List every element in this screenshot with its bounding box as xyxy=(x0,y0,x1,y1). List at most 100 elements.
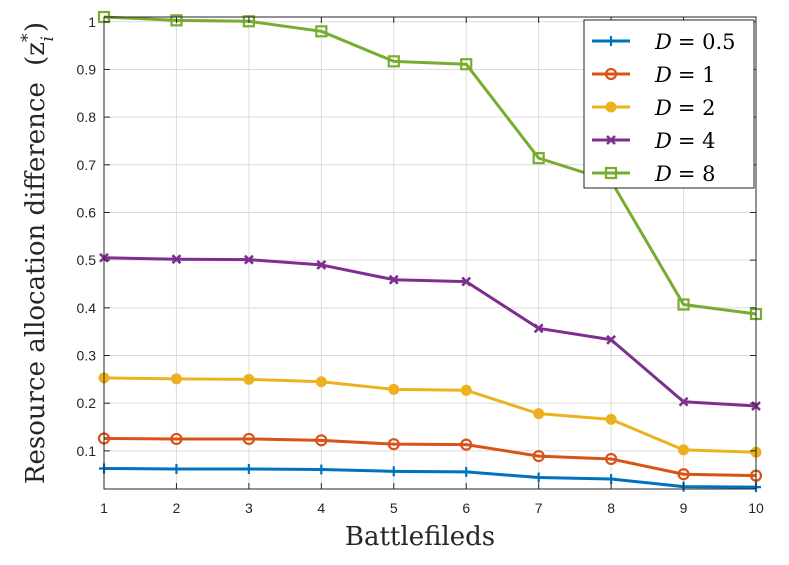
legend-marker xyxy=(606,135,616,145)
y-axis-ticks: 0.1 0.2 0.3 0.4 0.5 0.6 0.7 0.8 0.9 1 xyxy=(77,14,756,459)
data-point xyxy=(460,438,473,451)
plot-area-frame xyxy=(103,16,757,490)
data-point xyxy=(170,373,182,385)
data-point xyxy=(388,274,399,285)
data-point xyxy=(606,334,617,345)
y-axis-title: Resource allocation difference (z*i) xyxy=(18,22,58,484)
legend-label-variable: D xyxy=(654,96,672,120)
series-line xyxy=(103,376,757,454)
legend-label-variable: D xyxy=(654,129,672,153)
data-point xyxy=(533,472,544,483)
legend-label: D = 4 xyxy=(654,129,715,153)
data-point xyxy=(388,383,400,395)
legend-marker xyxy=(606,36,616,46)
data-point xyxy=(242,15,255,28)
data-point xyxy=(243,254,254,265)
data-point xyxy=(605,413,617,425)
data-point xyxy=(461,276,472,287)
legend-label-value: = 0.5 xyxy=(678,30,736,54)
data-point xyxy=(605,452,618,466)
x-tick-label: 2 xyxy=(173,500,181,516)
data-point xyxy=(678,396,689,407)
legend-label-value: = 8 xyxy=(678,162,716,186)
x-tick-label: 9 xyxy=(680,500,688,516)
data-point xyxy=(171,254,182,265)
series-2 xyxy=(97,432,763,482)
data-point xyxy=(532,450,545,463)
legend: D = 0.5D = 1D = 2D = 4D = 8 xyxy=(583,19,755,189)
grid xyxy=(103,17,757,489)
series-line xyxy=(103,256,757,408)
data-point xyxy=(243,463,254,474)
legend-marker xyxy=(605,101,617,113)
legend-entry: D = 1 xyxy=(592,63,715,87)
legend-label: D = 0.5 xyxy=(654,30,736,54)
data-point xyxy=(316,259,327,270)
y-tick-label: 0.7 xyxy=(77,157,97,173)
x-tick-label: 10 xyxy=(748,500,764,516)
x-tick-label: 6 xyxy=(462,500,470,516)
data-point xyxy=(533,408,545,420)
legend-entry: D = 4 xyxy=(592,129,715,153)
legend-label-variable: D xyxy=(654,30,672,54)
x-tick-label: 1 xyxy=(100,500,108,516)
y-axis-title-group: Resource allocation difference (z*i) xyxy=(18,22,58,484)
y-tick-label: 0.5 xyxy=(77,252,97,268)
x-tick-label: 8 xyxy=(607,500,615,516)
data-point xyxy=(171,463,182,474)
series-line xyxy=(103,466,757,489)
data-point xyxy=(316,464,327,475)
data-point xyxy=(243,373,255,385)
y-tick-label: 0.1 xyxy=(77,443,97,459)
legend-entry: D = 0.5 xyxy=(592,30,736,54)
y-axis-title-text: Resource allocation difference xyxy=(21,82,51,484)
legend-marker xyxy=(604,166,618,180)
y-axis-title-subscript: i xyxy=(38,36,58,41)
series-line xyxy=(103,436,757,478)
legend-label: D = 8 xyxy=(654,162,715,186)
series-1 xyxy=(99,463,761,493)
legend-label-variable: D xyxy=(654,63,672,87)
data-point xyxy=(606,473,617,484)
x-tick-label: 7 xyxy=(535,500,543,516)
y-tick-label: 0.8 xyxy=(77,109,97,125)
data-point xyxy=(387,438,400,451)
legend-entry: D = 8 xyxy=(592,162,715,186)
legend-label: D = 1 xyxy=(654,63,715,87)
legend-entry: D = 2 xyxy=(592,96,715,120)
x-tick-label: 3 xyxy=(245,500,253,516)
data-point xyxy=(315,376,327,388)
y-tick-label: 1 xyxy=(88,14,96,30)
data-point xyxy=(315,434,328,447)
y-tick-label: 0.6 xyxy=(77,204,97,220)
data-point xyxy=(677,468,690,481)
data-point xyxy=(533,323,544,334)
legend-items: D = 0.5D = 1D = 2D = 4D = 8 xyxy=(592,30,736,186)
data-point xyxy=(387,55,400,68)
y-tick-label: 0.9 xyxy=(77,61,97,77)
legend-label-value: = 4 xyxy=(678,129,716,153)
data-point xyxy=(460,58,473,71)
y-axis-title-superscript: * xyxy=(18,33,38,42)
y-tick-label: 0.3 xyxy=(77,348,97,364)
y-tick-label: 0.4 xyxy=(77,300,97,316)
legend-label-value: = 2 xyxy=(678,96,716,120)
y-tick-label: 0.2 xyxy=(77,395,97,411)
legend-label-variable: D xyxy=(654,162,672,186)
data-point xyxy=(170,14,183,27)
x-axis-title: Battlefileds xyxy=(345,522,495,552)
legend-label-value: = 1 xyxy=(678,63,716,87)
data-point xyxy=(388,466,399,477)
data-point xyxy=(460,384,472,396)
data-point xyxy=(242,432,255,446)
legend-marker xyxy=(604,67,618,81)
data-point xyxy=(677,298,690,311)
x-tick-label: 5 xyxy=(390,500,398,516)
series-line xyxy=(103,15,757,316)
legend-label: D = 2 xyxy=(654,96,715,120)
y-axis-title-symbol-close: ) xyxy=(21,22,51,32)
series-4 xyxy=(99,252,761,411)
y-axis-title-symbol-open: (z xyxy=(21,42,51,66)
data-point xyxy=(461,466,472,477)
